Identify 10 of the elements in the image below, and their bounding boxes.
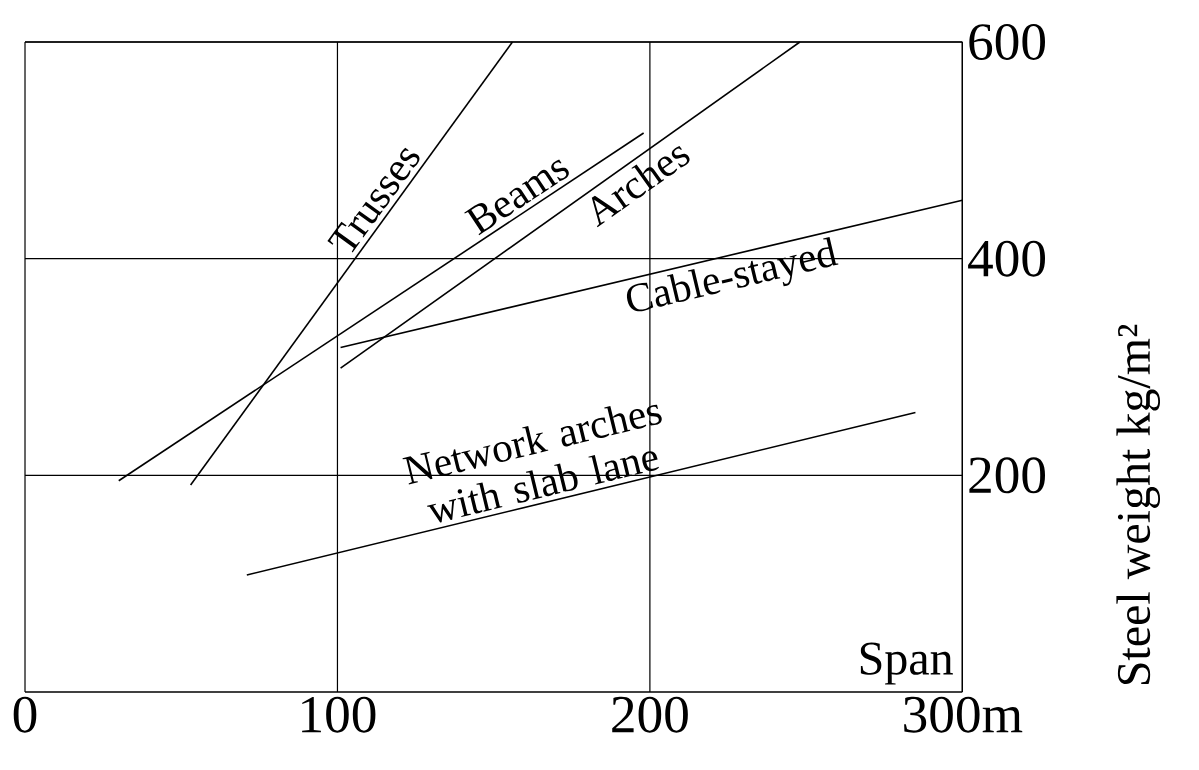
x-axis-title: Span <box>860 642 953 685</box>
y-tick-label: 600 <box>969 24 1046 60</box>
x-tick-label: 300m <box>904 696 1023 733</box>
x-tick-label: 200 <box>612 696 688 733</box>
text: Network arches with slab lane <box>402 404 662 523</box>
y-axis-title: Steel weight kg/m² <box>1116 324 1161 685</box>
y-tick-label: 200 <box>969 457 1046 494</box>
y-tick-label: 400 <box>968 240 1046 277</box>
x-tick-label: 100 <box>302 696 376 733</box>
x-tick-label: 0 <box>13 696 37 733</box>
